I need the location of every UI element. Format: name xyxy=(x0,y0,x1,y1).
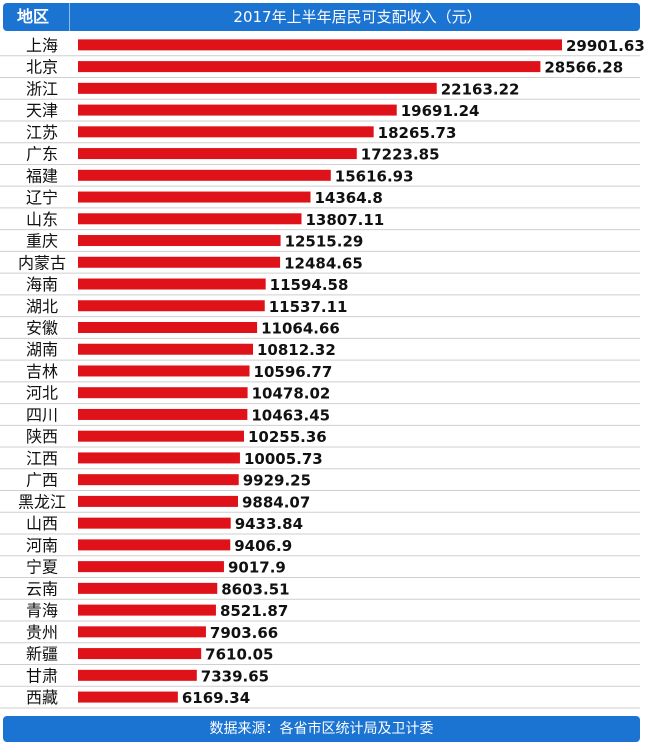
bar xyxy=(78,343,254,355)
category-label: 吉林 xyxy=(26,362,58,381)
bar xyxy=(78,387,248,399)
value-label: 9017.9 xyxy=(228,559,286,577)
value-label: 10596.77 xyxy=(254,363,333,381)
header-separator xyxy=(69,3,70,31)
value-label: 9433.84 xyxy=(235,515,303,533)
category-label: 西藏 xyxy=(26,688,58,707)
bar xyxy=(78,82,437,94)
bar xyxy=(78,452,240,464)
category-label: 新疆 xyxy=(26,645,58,664)
category-label: 青海 xyxy=(26,601,58,620)
category-label: 江西 xyxy=(26,449,58,468)
bar xyxy=(78,604,216,616)
value-label: 8521.87 xyxy=(220,602,288,620)
value-label: 13807.11 xyxy=(305,211,384,229)
value-label: 10478.02 xyxy=(252,385,331,403)
category-label: 云南 xyxy=(26,579,58,598)
value-label: 12484.65 xyxy=(284,254,363,272)
bar xyxy=(78,39,562,51)
category-label: 四川 xyxy=(26,405,58,424)
bar xyxy=(78,539,231,551)
value-label: 10812.32 xyxy=(257,341,336,359)
category-label: 浙江 xyxy=(26,79,58,98)
value-label: 9406.9 xyxy=(234,537,292,555)
value-label: 11064.66 xyxy=(261,319,340,337)
value-label: 7610.05 xyxy=(205,646,273,664)
value-label: 29901.63 xyxy=(566,37,645,55)
category-label: 山东 xyxy=(26,210,58,229)
bar xyxy=(78,191,311,203)
value-label: 22163.22 xyxy=(441,80,520,98)
value-label: 7339.65 xyxy=(201,667,269,685)
category-label: 湖南 xyxy=(26,340,58,359)
value-label: 9929.25 xyxy=(243,472,311,490)
category-label: 山西 xyxy=(26,514,58,533)
bar xyxy=(78,213,302,225)
bar xyxy=(78,256,281,268)
bar xyxy=(78,365,250,377)
value-label: 12515.29 xyxy=(285,233,364,251)
category-label: 贵州 xyxy=(26,623,58,642)
value-label: 11594.58 xyxy=(270,276,349,294)
bar xyxy=(78,169,331,181)
bar xyxy=(78,582,218,594)
value-label: 15616.93 xyxy=(335,167,414,185)
bar xyxy=(78,300,265,312)
category-label: 安徽 xyxy=(26,318,58,337)
bar xyxy=(78,474,239,486)
category-label: 天津 xyxy=(26,101,58,120)
category-label: 湖北 xyxy=(26,297,58,316)
value-label: 6169.34 xyxy=(182,689,250,707)
chart-title: 2017年上半年居民可支配收入（元） xyxy=(233,8,482,26)
value-label: 19691.24 xyxy=(401,102,480,120)
value-label: 9884.07 xyxy=(242,493,310,511)
category-label: 宁夏 xyxy=(26,558,58,577)
value-label: 8603.51 xyxy=(221,580,289,598)
bar xyxy=(78,669,197,681)
bar xyxy=(78,278,266,290)
bar xyxy=(78,235,281,247)
bar xyxy=(78,561,224,573)
bar xyxy=(78,126,374,138)
source-footer: 数据来源：各省市区统计局及卫计委 xyxy=(3,716,640,742)
value-label: 28566.28 xyxy=(544,59,623,77)
bar xyxy=(78,408,248,420)
bar xyxy=(78,430,244,442)
category-label: 河北 xyxy=(26,384,58,403)
category-label: 广东 xyxy=(26,145,58,164)
value-label: 11537.11 xyxy=(269,298,348,316)
value-label: 10005.73 xyxy=(244,450,323,468)
bar xyxy=(78,691,178,703)
category-label: 海南 xyxy=(26,275,58,294)
bar xyxy=(78,626,206,638)
bar xyxy=(78,148,357,160)
value-label: 10463.45 xyxy=(251,406,330,424)
value-label: 18265.73 xyxy=(378,124,457,142)
bar xyxy=(78,104,397,116)
bar xyxy=(78,495,238,507)
category-label: 内蒙古 xyxy=(18,253,66,272)
category-label: 黑龙江 xyxy=(18,492,66,511)
bar xyxy=(78,61,541,73)
category-label: 河南 xyxy=(26,536,58,555)
bar xyxy=(78,517,231,529)
category-label: 福建 xyxy=(26,166,58,185)
income-bar-chart: 上海 29901.63 北京 28566.28 浙江 22163.22 天津 19691.24… xyxy=(0,36,645,709)
region-column-header: 地区 xyxy=(16,7,49,26)
chart-header: 地区 2017年上半年居民可支配收入（元） xyxy=(3,3,640,31)
value-label: 10255.36 xyxy=(248,428,327,446)
category-label: 北京 xyxy=(26,58,58,77)
category-label: 重庆 xyxy=(26,232,58,251)
value-label: 7903.66 xyxy=(210,624,278,642)
category-label: 辽宁 xyxy=(26,188,58,207)
bar xyxy=(78,321,258,333)
value-label: 14364.8 xyxy=(315,189,383,207)
bar xyxy=(78,648,202,660)
category-label: 江苏 xyxy=(26,123,58,142)
category-label: 广西 xyxy=(26,471,58,490)
value-label: 17223.85 xyxy=(361,146,440,164)
category-label: 甘肃 xyxy=(26,666,58,685)
category-label: 上海 xyxy=(26,36,58,55)
category-label: 陕西 xyxy=(26,427,58,446)
